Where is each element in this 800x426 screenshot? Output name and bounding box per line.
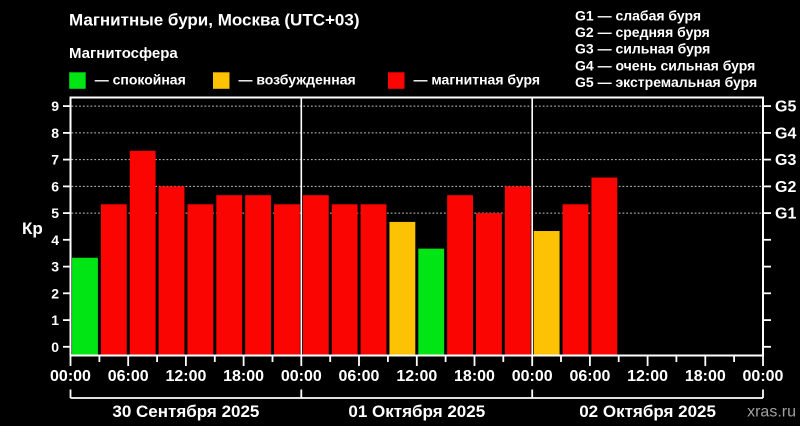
svg-text:06:00: 06:00 [569,368,610,385]
svg-text:Кр: Кр [22,219,43,238]
svg-text:— возбужденная: — возбужденная [239,72,356,88]
svg-text:1: 1 [51,312,59,328]
svg-text:18:00: 18:00 [685,368,726,385]
svg-text:6: 6 [51,178,59,194]
svg-text:4: 4 [51,232,59,248]
svg-text:G4 — очень сильная буря: G4 — очень сильная буря [575,57,755,73]
svg-text:G2: G2 [775,179,796,196]
svg-text:5: 5 [51,205,59,221]
svg-text:18:00: 18:00 [454,368,495,385]
svg-text:G4: G4 [775,125,796,142]
svg-text:0: 0 [51,339,59,355]
svg-text:12:00: 12:00 [165,368,206,385]
svg-text:06:00: 06:00 [339,368,380,385]
svg-text:18:00: 18:00 [223,368,264,385]
svg-text:xras.ru: xras.ru [747,404,796,421]
svg-text:G2 — средняя буря: G2 — средняя буря [575,24,710,40]
svg-text:12:00: 12:00 [396,368,437,385]
svg-text:G3 — сильная буря: G3 — сильная буря [575,41,710,57]
svg-text:00:00: 00:00 [512,368,553,385]
svg-text:02 Октября 2025: 02 Октября 2025 [579,402,716,421]
svg-text:— спокойная: — спокойная [95,72,186,88]
svg-text:G3: G3 [775,152,796,169]
svg-text:7: 7 [51,152,59,168]
svg-text:30 Сентября 2025: 30 Сентября 2025 [112,402,259,421]
svg-text:3: 3 [51,259,59,275]
svg-text:9: 9 [51,98,59,114]
svg-text:— магнитная буря: — магнитная буря [414,72,541,88]
svg-text:01 Октября 2025: 01 Октября 2025 [348,402,485,421]
svg-text:06:00: 06:00 [108,368,149,385]
svg-text:2: 2 [51,285,59,301]
svg-text:12:00: 12:00 [627,368,668,385]
svg-text:G5 — экстремальная буря: G5 — экстремальная буря [575,74,757,90]
svg-text:G5: G5 [775,99,796,116]
svg-text:00:00: 00:00 [50,368,91,385]
svg-text:G1: G1 [775,206,796,223]
svg-text:Магнитные бури, Москва (UTC+03: Магнитные бури, Москва (UTC+03) [69,11,360,30]
svg-text:00:00: 00:00 [743,368,784,385]
svg-text:8: 8 [51,125,59,141]
svg-text:Магнитосфера: Магнитосфера [69,45,178,62]
svg-text:00:00: 00:00 [281,368,322,385]
svg-text:G1 — слабая буря: G1 — слабая буря [575,8,701,24]
